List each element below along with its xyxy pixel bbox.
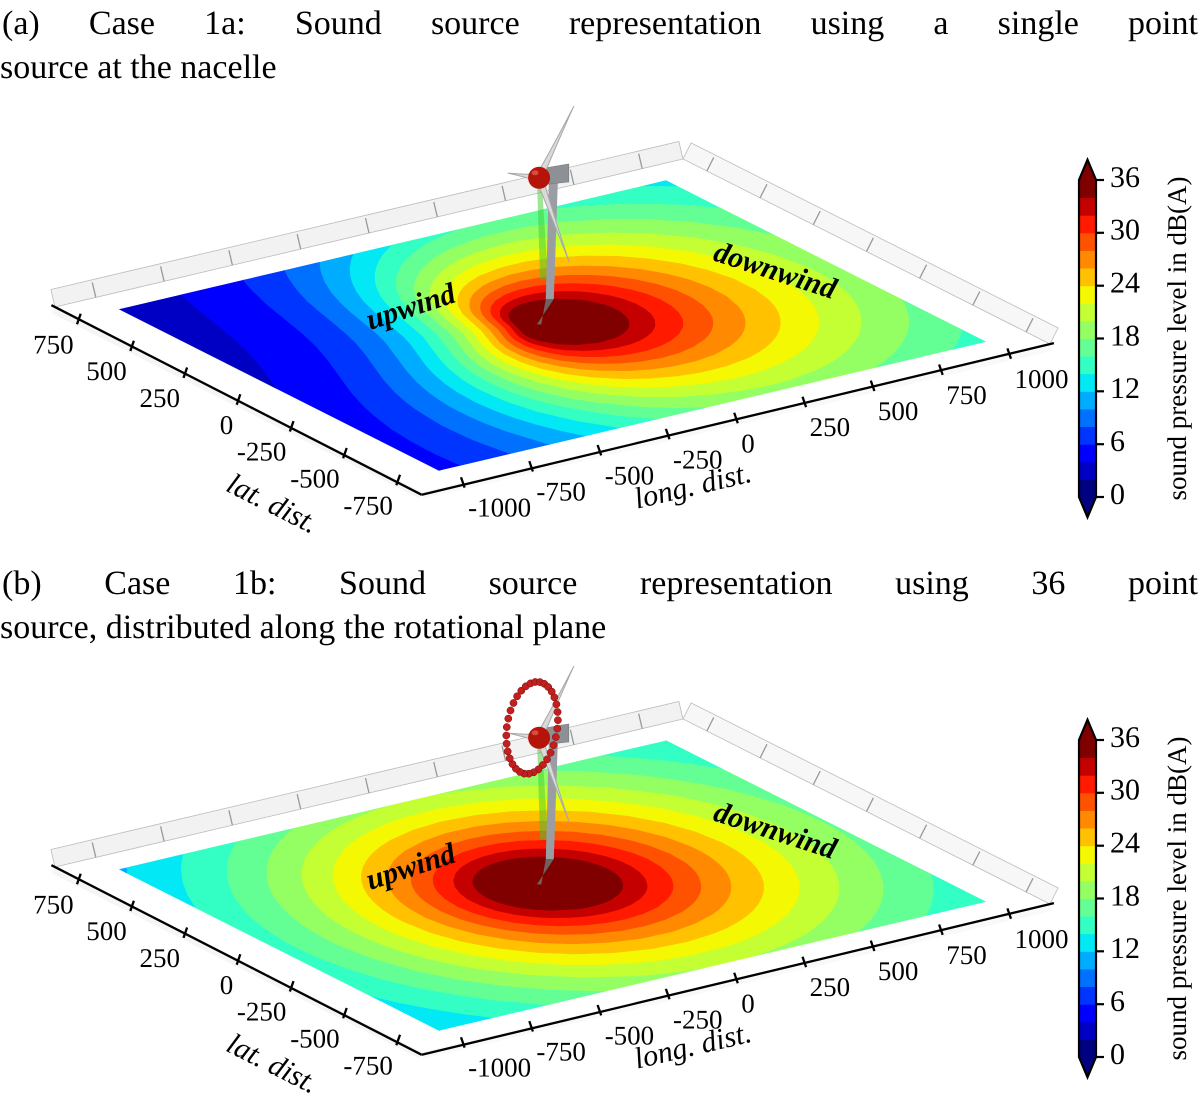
svg-text:250: 250 xyxy=(810,412,851,442)
svg-text:18: 18 xyxy=(1110,319,1140,352)
svg-text:500: 500 xyxy=(86,916,127,946)
svg-text:0: 0 xyxy=(1110,1038,1125,1071)
svg-text:750: 750 xyxy=(33,329,74,359)
svg-text:6: 6 xyxy=(1110,425,1125,458)
svg-text:750: 750 xyxy=(946,940,987,970)
svg-text:500: 500 xyxy=(878,396,919,426)
svg-text:30: 30 xyxy=(1110,774,1140,807)
svg-text:-250: -250 xyxy=(237,437,287,467)
svg-text:250: 250 xyxy=(140,383,181,413)
svg-text:1000: 1000 xyxy=(1015,924,1069,954)
svg-text:24: 24 xyxy=(1110,827,1140,860)
svg-text:18: 18 xyxy=(1110,879,1140,912)
svg-text:-500: -500 xyxy=(290,464,340,494)
svg-text:750: 750 xyxy=(33,889,74,919)
svg-text:500: 500 xyxy=(86,356,127,386)
svg-text:-750: -750 xyxy=(536,1037,586,1067)
svg-text:sound pressure level in dB(A): sound pressure level in dB(A) xyxy=(1162,177,1192,501)
svg-text:6: 6 xyxy=(1110,985,1125,1018)
svg-text:-500: -500 xyxy=(290,1024,340,1054)
svg-text:-1000: -1000 xyxy=(468,1053,531,1083)
svg-text:0: 0 xyxy=(220,410,234,440)
svg-text:250: 250 xyxy=(140,943,181,973)
svg-text:-1000: -1000 xyxy=(468,493,531,523)
svg-text:0: 0 xyxy=(741,988,755,1018)
svg-text:12: 12 xyxy=(1110,932,1140,965)
svg-text:250: 250 xyxy=(810,972,851,1002)
svg-text:24: 24 xyxy=(1110,267,1140,300)
svg-text:36: 36 xyxy=(1110,161,1140,194)
svg-text:-750: -750 xyxy=(536,477,586,507)
svg-text:12: 12 xyxy=(1110,372,1140,405)
svg-text:30: 30 xyxy=(1110,214,1140,247)
svg-text:-250: -250 xyxy=(237,997,287,1027)
svg-text:0: 0 xyxy=(220,970,234,1000)
svg-text:750: 750 xyxy=(946,380,987,410)
svg-text:500: 500 xyxy=(878,956,919,986)
svg-text:-750: -750 xyxy=(343,1050,393,1080)
svg-text:36: 36 xyxy=(1110,721,1140,754)
svg-text:0: 0 xyxy=(1110,478,1125,511)
svg-text:1000: 1000 xyxy=(1015,364,1069,394)
svg-text:-750: -750 xyxy=(343,490,393,520)
svg-text:sound pressure level in dB(A): sound pressure level in dB(A) xyxy=(1162,737,1192,1061)
svg-text:0: 0 xyxy=(741,428,755,458)
